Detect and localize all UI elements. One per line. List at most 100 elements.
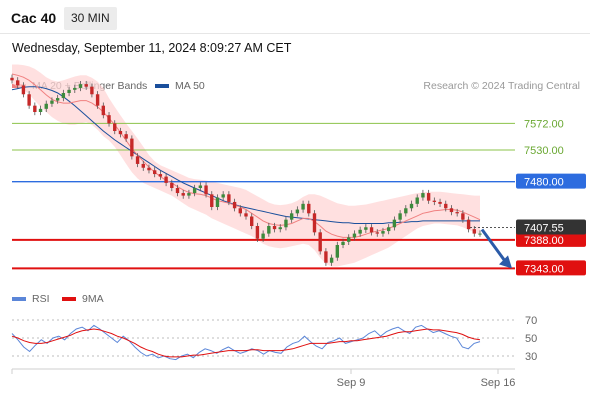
candle-body [409,203,414,209]
candle-body [90,86,94,95]
candle-body [73,87,77,90]
candle-body [375,232,379,234]
candle-body [113,123,117,131]
candle-body [392,219,397,228]
rsi-swatch [12,297,26,301]
candle-body [238,208,242,214]
candle-body [164,176,168,183]
candle-body [78,84,83,88]
candle-body [210,194,214,207]
candle-body [181,193,185,196]
candle-body [204,185,208,195]
candle-body [284,219,288,228]
candle-body [398,213,402,220]
x-axis-tick-label: Sep 9 [337,377,366,389]
candle-body [329,257,334,263]
candle-body [432,200,437,202]
rsi-level-label: 50 [525,333,537,345]
candle-body [455,212,459,214]
candle-body [318,232,322,252]
candle-body [335,245,340,258]
candle-body [312,213,317,233]
candle-body [147,167,151,171]
price-level-label: 7388.00 [524,235,564,247]
candle-body [426,193,431,201]
candle-body [27,94,31,106]
candle-body [175,188,180,194]
price-level-label: 7572.00 [524,118,564,130]
ma9-label: 9MA [82,293,104,305]
projection-arrow-shaft [480,228,508,264]
candle-body [472,229,476,234]
price-level-badge [516,231,586,247]
candle-body [347,237,351,242]
candle-body [170,182,174,188]
candle-body [307,203,311,214]
candle-body [55,98,60,101]
timeframe-button[interactable]: 30 MIN [64,7,117,30]
candle-body [44,103,48,109]
price-level-badge [516,173,586,189]
candle-body [341,241,345,245]
candle-body [301,203,305,210]
candle-body [50,100,54,104]
candle-body [101,105,106,116]
candle-body [227,194,231,202]
candle-body [135,156,140,164]
candle-body [272,226,277,230]
candle-body [358,229,362,234]
candle-body [415,197,419,204]
symbol-title: Cac 40 [11,10,57,26]
candle-body [386,227,391,232]
rsi-level-label: 30 [525,351,537,363]
current-price-badge [516,219,586,235]
candle-body [444,203,448,209]
candle-body [352,233,357,238]
candle-body [250,216,254,226]
candle-body [255,226,260,239]
datetime-label: Wednesday, September 11, 2024 8:09:27 AM… [12,41,292,55]
candle-body [267,226,271,234]
rsi-ma9-line [11,328,481,358]
candle-body [221,194,225,198]
candle-body [187,193,191,196]
header-bar: Cac 40 30 MIN [0,0,590,34]
ma9-swatch [62,297,76,301]
candle-body [21,85,26,95]
candle-body [244,213,248,217]
candle-body [421,193,425,198]
ma50-swatch [155,84,169,88]
candle-body [438,201,442,204]
credit-label: Research © 2024 Trading Central [423,80,580,92]
candle-body [33,105,37,112]
rsi-label: RSI [32,293,50,305]
candle-body [158,174,163,177]
projection-arrow-head [499,255,512,269]
candle-body [295,209,300,214]
candle-body [324,251,328,263]
price-level-label: 7480.00 [524,177,564,189]
candle-body [38,108,43,112]
candle-body [261,233,265,239]
legend-ma50: MA 50 [155,80,205,92]
candle-body [10,77,14,81]
candle-body [478,233,482,235]
current-price-label: 7407.55 [524,223,564,235]
x-axis-tick-label: Sep 16 [481,377,516,389]
candle-body [84,84,88,87]
candle-body [61,93,66,99]
candle-body [289,213,294,220]
rsi-line [11,324,481,361]
candle-body [198,185,203,188]
candle-body [130,138,134,157]
price-level-label: 7530.00 [524,145,564,157]
candle-body [449,208,454,213]
candle-body [278,227,282,230]
price-level-badge [516,260,586,276]
price-level-label: 7343.00 [524,263,564,275]
candle-body [364,227,368,230]
candle-body [16,80,20,86]
rsi-level-label: 70 [525,315,537,327]
candle-body [118,131,123,135]
